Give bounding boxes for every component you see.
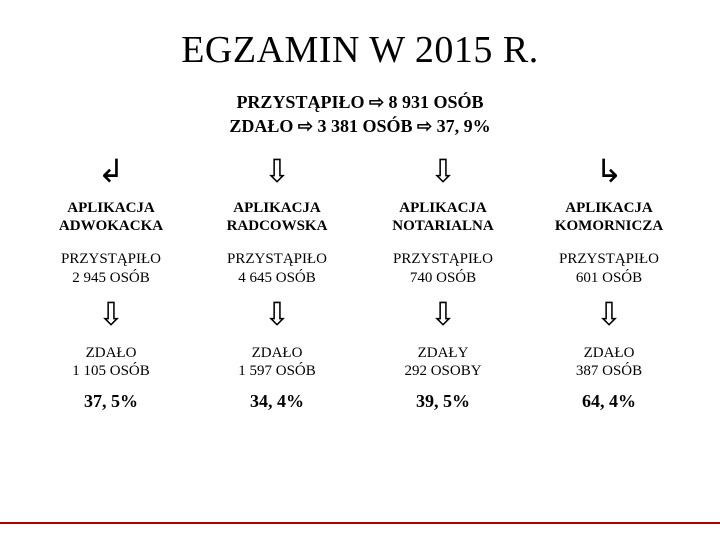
column-name: APLIKACJA RADCOWSKA — [194, 193, 360, 243]
summary-block: PRZYSTĄPIŁO ⇨ 8 931 OSÓB ZDAŁO ⇨ 3 381 O… — [28, 90, 692, 139]
pass-label: ZDAŁO — [32, 344, 190, 363]
took-value: 2 945 OSÓB — [32, 269, 190, 288]
took-stat: PRZYSTĄPIŁO 4 645 OSÓB — [194, 242, 360, 292]
summary-line-2: ZDAŁO ⇨ 3 381 OSÓB ⇨ 37, 9% — [28, 114, 692, 138]
slide: EGZAMIN W 2015 R. PRZYSTĄPIŁO ⇨ 8 931 OS… — [0, 0, 720, 540]
mid-arrow-icon: ⇩ — [526, 292, 692, 336]
pass-percent: 34, 4% — [194, 385, 360, 418]
summary-line-1: PRZYSTĄPIŁO ⇨ 8 931 OSÓB — [28, 90, 692, 114]
column-name-l2: KOMORNICZA — [530, 217, 688, 236]
column-name-l2: RADCOWSKA — [198, 217, 356, 236]
pass-stat: ZDAŁO 1 597 OSÓB — [194, 336, 360, 386]
pass-percent: 64, 4% — [526, 385, 692, 418]
mid-arrow-icon: ⇩ — [28, 292, 194, 336]
top-arrow-icon: ⇩ — [194, 149, 360, 193]
column-name: APLIKACJA ADWOKACKA — [28, 193, 194, 243]
footer-divider — [0, 522, 720, 524]
pass-label: ZDAŁO — [530, 344, 688, 363]
pass-percent: 39, 5% — [360, 385, 526, 418]
took-label: PRZYSTĄPIŁO — [530, 250, 688, 269]
pass-stat: ZDAŁY 292 OSOBY — [360, 336, 526, 386]
pass-stat: ZDAŁO 1 105 OSÓB — [28, 336, 194, 386]
pass-value: 292 OSOBY — [364, 362, 522, 381]
took-value: 740 OSÓB — [364, 269, 522, 288]
took-value: 601 OSÓB — [530, 269, 688, 288]
mid-arrow-icon: ⇩ — [360, 292, 526, 336]
pass-value: 387 OSÓB — [530, 362, 688, 381]
content-grid: ↲ ⇩ ⇩ ↳ APLIKACJA ADWOKACKA APLIKACJA RA… — [28, 149, 692, 419]
column-name-l1: APLIKACJA — [198, 199, 356, 218]
column-name-l1: APLIKACJA — [364, 199, 522, 218]
took-value: 4 645 OSÓB — [198, 269, 356, 288]
took-stat: PRZYSTĄPIŁO 2 945 OSÓB — [28, 242, 194, 292]
took-label: PRZYSTĄPIŁO — [364, 250, 522, 269]
pass-value: 1 105 OSÓB — [32, 362, 190, 381]
column-name-l2: ADWOKACKA — [32, 217, 190, 236]
pass-label: ZDAŁY — [364, 344, 522, 363]
column-name: APLIKACJA NOTARIALNA — [360, 193, 526, 243]
mid-arrow-icon: ⇩ — [194, 292, 360, 336]
took-label: PRZYSTĄPIŁO — [32, 250, 190, 269]
took-label: PRZYSTĄPIŁO — [198, 250, 356, 269]
top-arrow-icon: ↲ — [28, 149, 194, 193]
pass-value: 1 597 OSÓB — [198, 362, 356, 381]
column-name: APLIKACJA KOMORNICZA — [526, 193, 692, 243]
pass-label: ZDAŁO — [198, 344, 356, 363]
took-stat: PRZYSTĄPIŁO 740 OSÓB — [360, 242, 526, 292]
top-arrow-icon: ⇩ — [360, 149, 526, 193]
column-name-l2: NOTARIALNA — [364, 217, 522, 236]
column-name-l1: APLIKACJA — [530, 199, 688, 218]
page-title: EGZAMIN W 2015 R. — [28, 28, 692, 72]
pass-stat: ZDAŁO 387 OSÓB — [526, 336, 692, 386]
top-arrow-icon: ↳ — [526, 149, 692, 193]
column-name-l1: APLIKACJA — [32, 199, 190, 218]
pass-percent: 37, 5% — [28, 385, 194, 418]
took-stat: PRZYSTĄPIŁO 601 OSÓB — [526, 242, 692, 292]
